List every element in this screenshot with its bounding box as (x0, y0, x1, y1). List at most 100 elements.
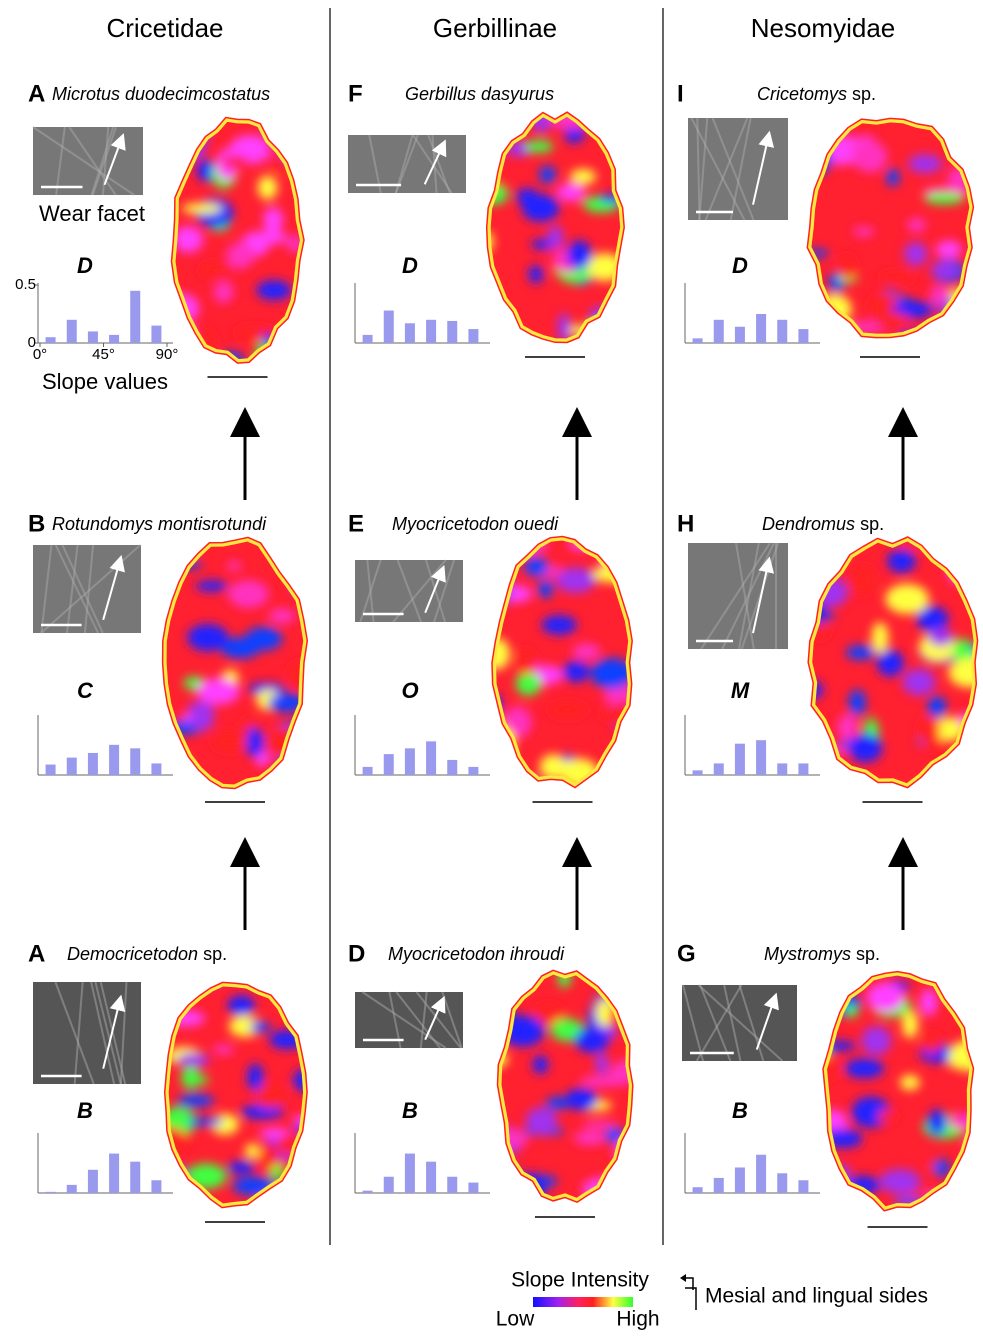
tooth-map (145, 975, 327, 1213)
hist-bar (151, 1180, 161, 1193)
tooth-blob (281, 143, 323, 163)
hist-bar (88, 1170, 98, 1193)
tooth-blob (590, 526, 625, 544)
tooth-blob (480, 577, 507, 609)
tooth-map (140, 535, 325, 790)
hist-bar (384, 1177, 394, 1193)
tooth-blob (542, 615, 577, 635)
tooth-blob (582, 1121, 617, 1129)
slope-code: O (401, 678, 418, 703)
tooth-blob (904, 242, 927, 266)
hist-bar (735, 1167, 745, 1193)
species-italic: Cricetomys (757, 84, 847, 104)
panel-letter: F (348, 80, 363, 107)
tooth-blob (918, 717, 939, 743)
tooth-blob (140, 744, 180, 753)
tooth-blob (936, 241, 962, 259)
tooth-blob (226, 242, 254, 268)
species-italic: Myocricetodon ouedi (392, 514, 559, 534)
hist-bar (405, 1154, 415, 1193)
species-suffix: sp. (860, 514, 884, 534)
hist-bar (151, 763, 161, 775)
tooth-blob (293, 578, 326, 596)
hist-bar (109, 1154, 119, 1193)
hist-bar (714, 320, 724, 343)
tooth-blob (849, 565, 876, 595)
slope-code: B (77, 1098, 93, 1123)
tooth-blob (810, 746, 851, 756)
hist-bar (109, 745, 119, 775)
tooth-blob (271, 335, 307, 350)
tooth-blob (293, 1068, 323, 1092)
hist-bar (693, 1187, 703, 1193)
hist-bar (405, 748, 415, 775)
tooth-blob (790, 624, 831, 639)
tooth-blob (489, 1185, 532, 1212)
slope-code: D (402, 253, 418, 278)
tooth-blob (533, 1056, 549, 1074)
hist-bar (693, 338, 703, 343)
tooth-blob (580, 330, 620, 339)
tooth-blob (902, 669, 935, 696)
tooth-blob (157, 757, 195, 780)
tooth-blob (947, 559, 972, 584)
species-name: Dendromus sp. (762, 514, 884, 534)
hist-bar (468, 1183, 478, 1193)
tooth-blob (837, 714, 858, 741)
species-italic: Myocricetodon ihroudi (388, 944, 565, 964)
hist-bar (468, 329, 478, 343)
slope-code: D (732, 253, 748, 278)
tooth-blob (482, 326, 497, 337)
tooth-blob (575, 1028, 609, 1053)
species-name: Mystromys sp. (764, 944, 880, 964)
tooth-blob (830, 328, 854, 336)
slope-code: C (77, 678, 94, 703)
tooth-blob (256, 280, 291, 300)
tooth-blob (268, 129, 293, 141)
hist-bar (109, 335, 119, 343)
hist-bar (151, 326, 161, 343)
tooth-blob (177, 1094, 214, 1106)
tooth-blob (563, 661, 590, 683)
hist-bar (756, 740, 766, 775)
tooth-blob (178, 125, 190, 148)
column-title: Nesomyidae (751, 13, 896, 43)
tooth-blob (606, 312, 636, 324)
slope-code: B (402, 1098, 418, 1123)
tooth-blob (849, 690, 866, 716)
tooth-blob (970, 728, 983, 751)
tooth-blob (247, 1063, 263, 1091)
tooth-blob (538, 580, 553, 598)
legend-arrowhead (680, 1274, 686, 1282)
species-suffix: sp. (856, 944, 880, 964)
x-tick-label: 90° (156, 346, 179, 363)
tooth-blob (504, 108, 523, 117)
hist-bar (130, 291, 140, 343)
x-tick-label: 45° (92, 346, 115, 363)
tooth-blob (245, 627, 282, 651)
tooth-blob (928, 628, 953, 646)
tooth-blob (186, 1164, 227, 1189)
tooth-blob (885, 584, 929, 614)
species-name: Myocricetodon ouedi (392, 514, 559, 534)
hist-bar (756, 1155, 766, 1193)
tooth-blob (525, 140, 553, 152)
tooth-map (480, 526, 648, 792)
tooth-blob (547, 226, 563, 248)
tooth-blob (962, 293, 980, 324)
slope-code: M (731, 678, 750, 703)
panel-letter: B (28, 510, 45, 537)
legend-bracket (685, 1288, 696, 1310)
tooth-blob (557, 183, 586, 201)
hist-bar (46, 1192, 56, 1193)
tooth-blob (572, 643, 600, 659)
tooth-blob (798, 680, 823, 699)
tooth-blob (927, 696, 946, 718)
hist-bar (777, 1173, 787, 1193)
tooth-blob (598, 101, 611, 125)
tooth-blob (213, 731, 248, 751)
tooth-blob (183, 1075, 209, 1084)
hist-bar (46, 337, 56, 343)
hist-bar (447, 1177, 457, 1193)
